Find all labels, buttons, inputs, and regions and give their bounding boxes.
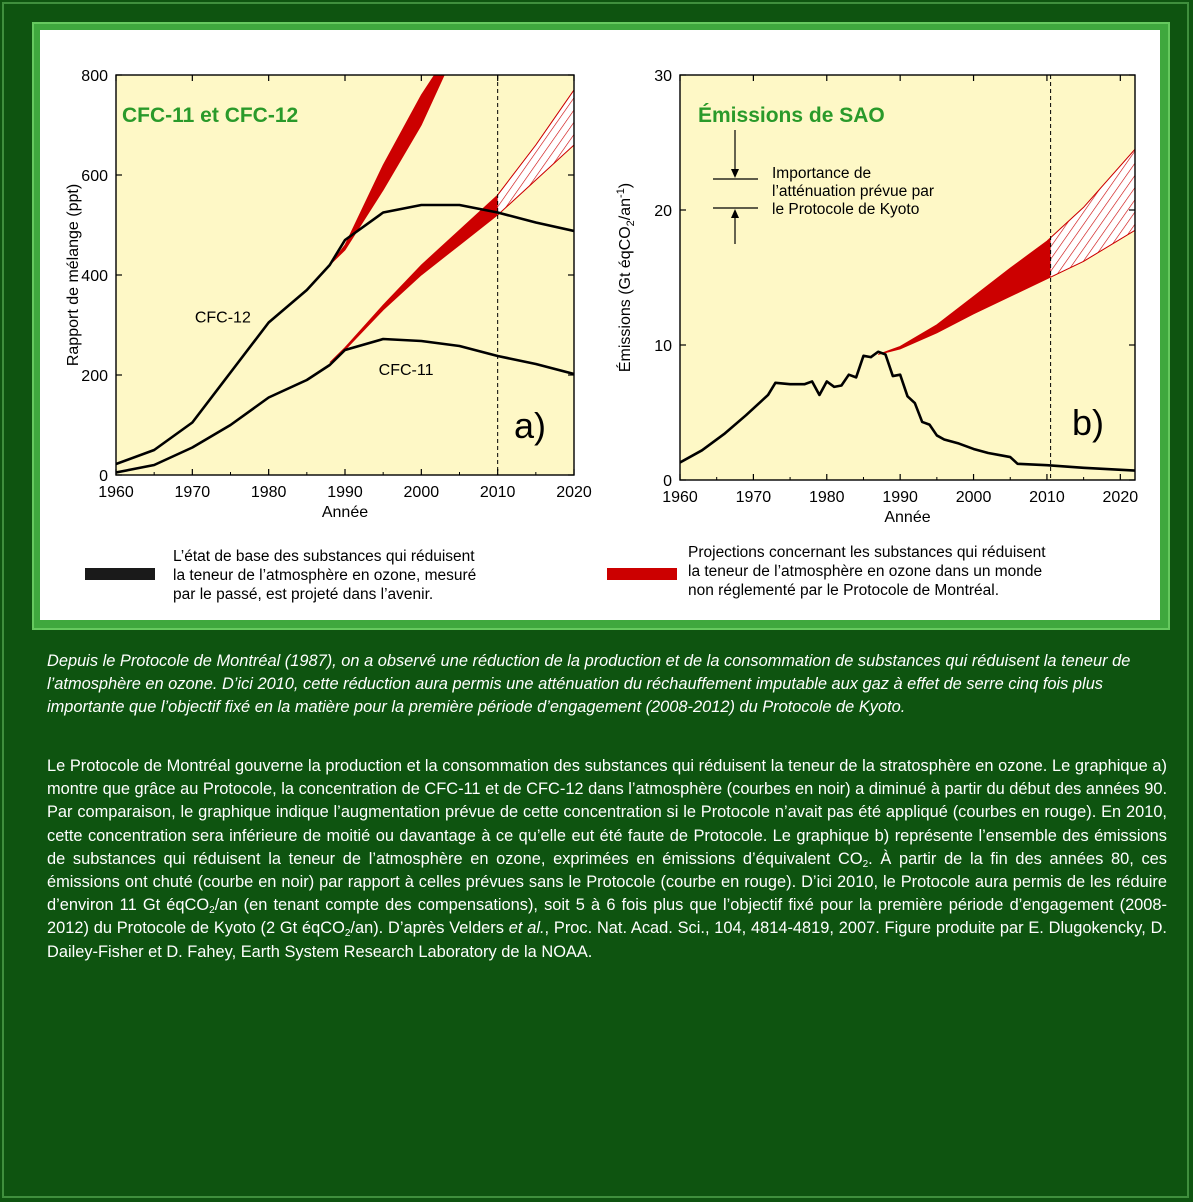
y-tick-label: 0 [99,468,108,485]
plot-content [680,148,1135,472]
y-title-sub: 2 [625,220,637,226]
baseline-line-cfc-12 [116,203,574,466]
plot-area [116,75,574,475]
legend: L’état de base des substances qui réduis… [85,544,1046,603]
x-tick-label: 1960 [98,484,134,501]
x-tick-label: 2020 [556,484,592,501]
y-title-part: Émissions (Gt éqCO [615,226,634,372]
x-tick-label: 2010 [1029,489,1065,506]
y-tick-label: 200 [81,368,108,385]
body-sub-3: 2 [344,928,351,940]
unregulated-band-cfc-12 [329,75,445,266]
body-text-5: , Proc. Nat. Acad. Sci., 104, 4814-4819,… [47,919,1167,961]
x-tick-label: 1970 [736,489,772,506]
series-label-cfc-11: CFC-11 [379,362,434,379]
x-tick-label: 1990 [327,484,363,501]
x-axis-title: Année [884,509,930,526]
hatch-group [497,89,574,216]
plot-area [680,75,1135,480]
baseline-line-sao [680,350,1135,472]
body-sub-1: 2 [862,858,869,870]
unregulated-hatch-sao [1050,148,1135,278]
x-tick-label: 1980 [809,489,845,506]
x-tick-label: 2020 [1103,489,1139,506]
x-tick-label: 1990 [882,489,918,506]
figure-caption: Depuis le Protocole de Montréal (1987), … [47,652,1131,716]
y-tick-label: 0 [663,473,672,490]
body-text-2: . À partir de la fin des années 80, ces … [47,849,1167,915]
kyoto-line-1: Importance de [772,165,871,182]
legend-baseline-line-1: L’état de base des substances qui réduis… [173,548,475,565]
x-axis-title: Année [322,504,368,521]
chart-a: 1960 1970 1980 1990 2000 2010 2020 0 200 400 600 80… [65,68,592,521]
panel-label: b) [1072,402,1104,443]
body-sub-2: 2 [209,905,215,917]
legend-unregulated-line-3: non réglementé par le Protocole de Montr… [688,582,999,599]
plot-content [116,75,574,474]
x-tick-label: 2010 [480,484,516,501]
series-label-cfc-12: CFC-12 [195,310,251,327]
kyoto-line-3: le Protocole de Kyoto [772,201,919,218]
chart-b: 1960 1970 1980 1990 2000 2010 2020 0 10 20 30 Année… [615,68,1138,526]
y-tick-label: 10 [654,338,672,355]
kyoto-annotation: Importance de l’atténuation prévue par l… [713,130,934,244]
legend-unregulated-line-1: Projections concernant les substances qu… [688,544,1046,561]
x-tick-label: 1970 [175,484,211,501]
y-axis-title: Rapport de mélange (ppt) [65,184,82,366]
y-axis-title: Émissions (Gt éqCO2/an-1) [615,183,637,372]
legend-swatch-unregulated [607,568,677,580]
x-tick-label: 2000 [956,489,992,506]
panel-label: a) [514,405,546,446]
y-tick-label: 600 [81,168,108,185]
y-title-part: /an [617,198,634,220]
unregulated-band-cfc-11 [329,89,574,363]
x-tick-label: 2000 [404,484,440,501]
legend-unregulated-line-2: la teneur de l’atmosphère en ozone dans … [688,563,1042,580]
kyoto-line-2: l’atténuation prévue par [772,183,934,200]
y-tick-label: 30 [654,68,672,85]
y-tick-label: 400 [81,268,108,285]
legend-baseline-line-2: la teneur de l’atmosphère en ozone, mesu… [173,567,476,584]
hatch-group [1050,148,1135,278]
y-title-part: ) [617,183,634,188]
chart-title: CFC-11 et CFC-12 [122,104,298,127]
unregulated-hatch-cfc-11 [497,89,574,216]
figure-canvas: 1960 1970 1980 1990 2000 2010 2020020040060080… [40,30,1160,620]
legend-swatch-baseline [85,568,155,580]
x-tick-label: 1980 [251,484,287,501]
baseline-line-cfc-11 [116,337,574,474]
body-text-1: Le Protocole de Montréal gouverne la pro… [47,757,1167,868]
chart-title: Émissions de SAO [698,104,885,127]
x-tick-label: 1960 [662,489,698,506]
y-tick-label: 20 [654,203,672,220]
y-tick-label: 800 [81,68,108,85]
body-text-4: /an). D’après Velders [350,919,509,938]
plot-frame [679,74,1136,481]
legend-baseline-line-3: par le passé, est projeté dans l’avenir. [173,586,433,603]
body-text-3: /an (en tenant compte des compensations)… [47,896,1167,938]
y-title-sup: -1 [615,188,627,198]
body-paragraph: Le Protocole de Montréal gouverne la pro… [47,755,1167,964]
body-etal: et al. [508,919,545,938]
